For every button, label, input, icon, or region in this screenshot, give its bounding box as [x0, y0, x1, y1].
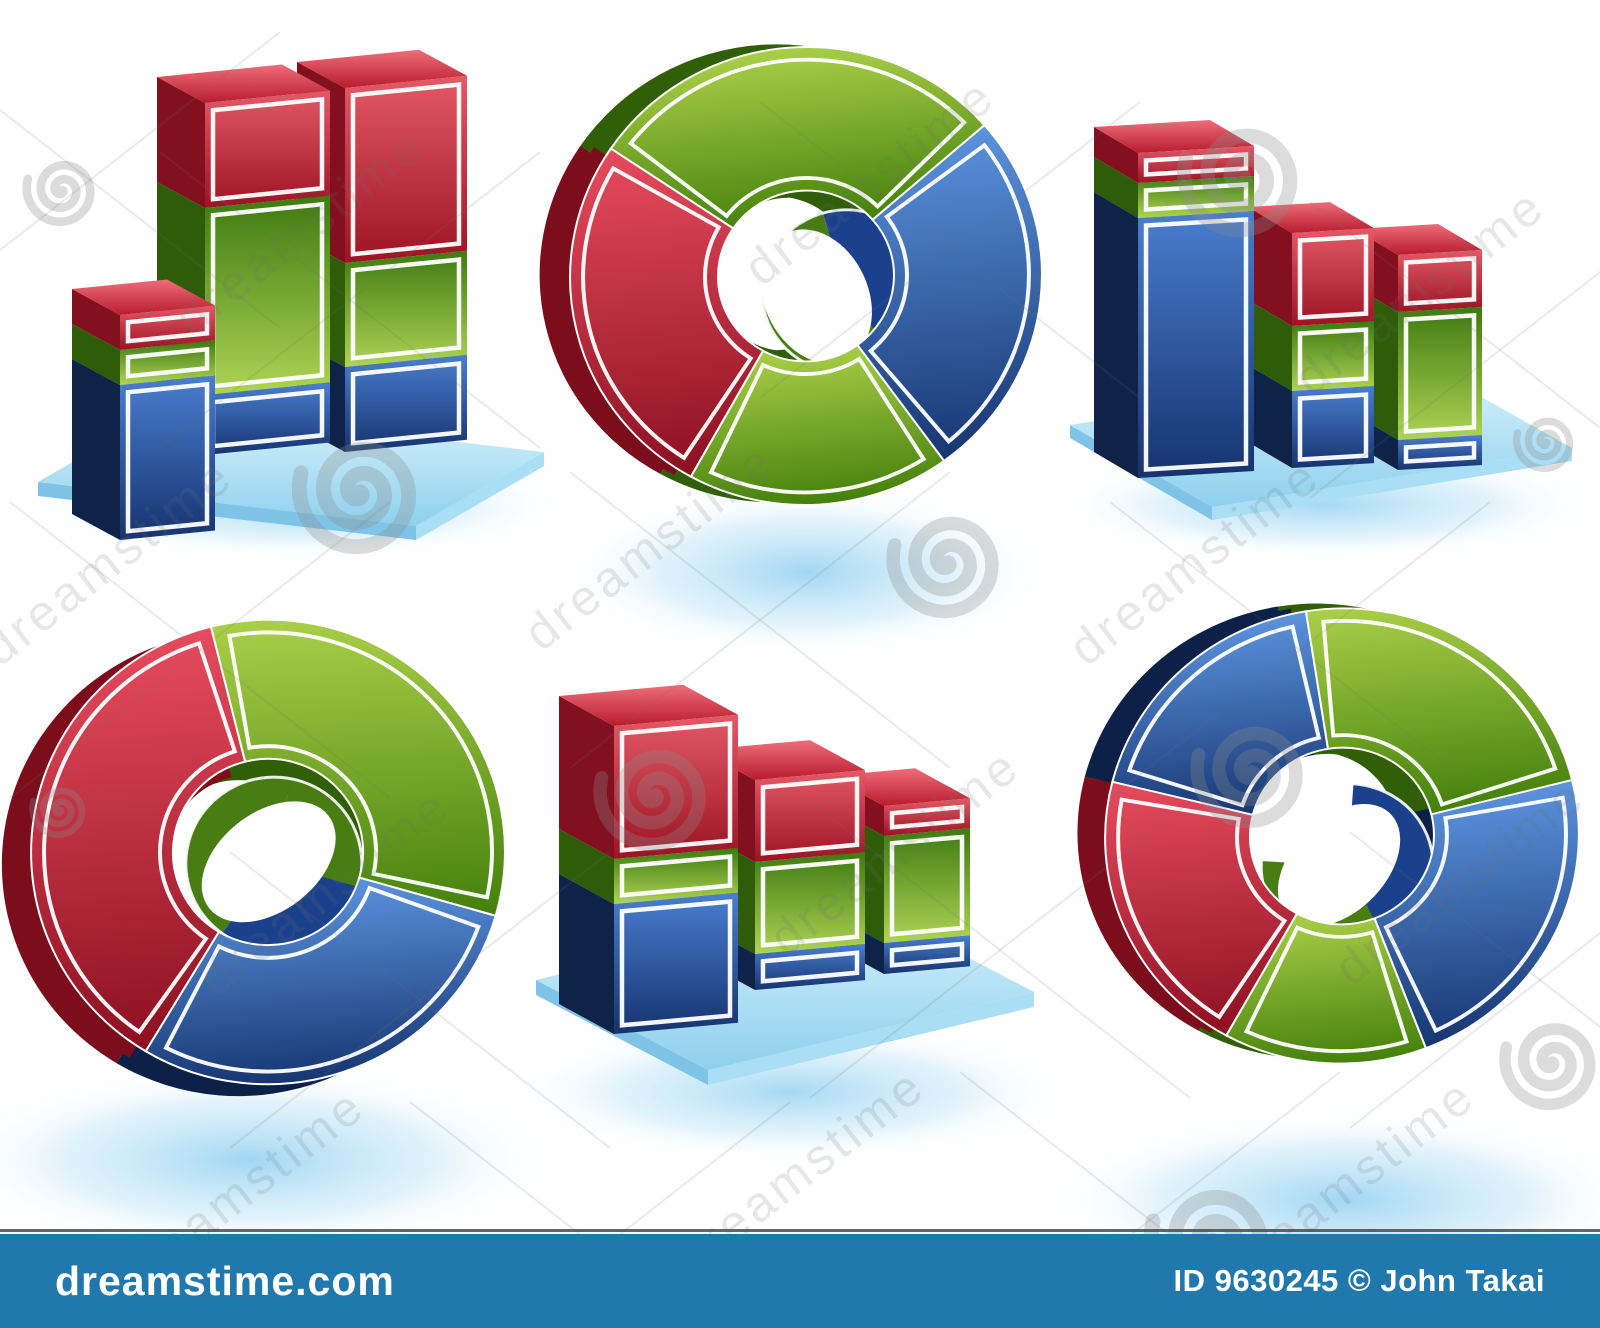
- dreamstime-spiral-icon: [1512, 417, 1574, 473]
- dreamstime-spiral-icon: [886, 516, 999, 619]
- dreamstime-spiral-icon: [1190, 726, 1303, 829]
- donut-chart-1-hole: [760, 229, 872, 364]
- dreamstime-spiral-icon: [22, 160, 95, 227]
- donut-chart-3-hole: [1277, 804, 1401, 927]
- donut-chart-3: [1077, 603, 1580, 1065]
- donut-chart-3-segment-4: [1373, 778, 1580, 1050]
- dreamstime-spiral-icon: [1176, 128, 1298, 238]
- footer-divider-line: [0, 1229, 1600, 1232]
- donut-chart-1-segment-1: [609, 46, 986, 230]
- donut-chart-3-segment-5: [1304, 607, 1574, 816]
- dreamstime-spiral-icon: [29, 787, 86, 839]
- dreamstime-logo: dreamstime.com: [55, 1257, 395, 1304]
- stacked-bar-chart-1: [38, 49, 544, 540]
- stacked-bar-chart-3-bar-1: [559, 684, 738, 1034]
- stacked-bar-chart-1-bar-1: [72, 279, 215, 540]
- donut-chart-1: [539, 44, 1043, 506]
- donut-chart-2-segment-2: [144, 876, 497, 1086]
- stacked-bar-chart-3: [536, 684, 1034, 1085]
- watermark-footer-bar: dreamstime.com ID 9630245 © John Takai: [0, 1234, 1600, 1328]
- donut-chart-2-hole: [201, 801, 336, 923]
- dreamstime-spiral-icon: [593, 749, 706, 852]
- donut-chart-2: [1, 618, 506, 1097]
- stacked-bar-chart-2-bar-2: [1248, 202, 1374, 468]
- donut-chart-2-segment-1: [30, 625, 247, 1053]
- donut-chart-1-segment-4: [856, 123, 1043, 463]
- stacked-bar-chart-2: [1070, 120, 1572, 520]
- image-credit-text: ID 9630245 © John Takai: [1173, 1263, 1545, 1298]
- stacked-bar-chart-2-bar-1: [1094, 120, 1254, 478]
- dreamstime-spiral-icon: [291, 441, 417, 555]
- donut-chart-2-segment-3: [209, 618, 506, 917]
- dreamstime-spiral-icon: [1499, 1023, 1596, 1111]
- donut-chart-3-segment-1: [1111, 610, 1330, 817]
